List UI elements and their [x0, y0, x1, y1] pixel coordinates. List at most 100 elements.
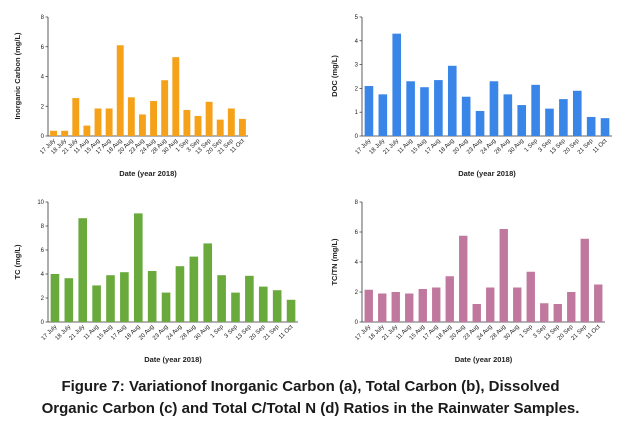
bar-11-aug — [83, 125, 91, 136]
bar-20-sep — [258, 286, 268, 322]
x-tick-label: 21 Sep — [570, 324, 588, 342]
x-axis-title: Date (year 2018) — [144, 355, 202, 364]
x-tick-label: 1 Sep — [519, 324, 535, 340]
y-tick-label: 0 — [41, 320, 45, 326]
y-axis-title: Inorganic Carbon (mg/L) — [13, 32, 22, 120]
figure-caption-line-2: Organic Carbon (c) and Total C/Total N (… — [41, 400, 580, 417]
bar-17-aug — [120, 272, 129, 322]
bar-15-aug — [94, 108, 102, 136]
bar-20-aug — [127, 97, 135, 136]
x-axis-title: Date (year 2018) — [119, 169, 177, 178]
bar-17-july — [364, 86, 374, 136]
y-tick-label: 6 — [41, 45, 45, 51]
y-tick-label: 2 — [355, 290, 359, 296]
bar-15-aug — [106, 275, 115, 322]
y-tick-label: 0 — [41, 134, 45, 140]
bar-30-aug — [513, 287, 522, 322]
bar-18-july — [378, 94, 388, 136]
bar-17-july — [50, 274, 60, 322]
y-tick-label: 6 — [355, 230, 359, 236]
bar-13-sep — [245, 275, 254, 322]
bar-30-aug — [172, 57, 180, 136]
bar-11-oct — [600, 118, 610, 136]
bar-24-aug — [150, 101, 157, 136]
x-tick-label: 21 Sep — [577, 138, 595, 156]
bar-28-aug — [503, 94, 513, 136]
bar-28-aug — [189, 256, 199, 322]
bar-21-july — [72, 98, 80, 136]
x-tick-label: 30 Aug — [503, 324, 520, 341]
y-tick-label: 0 — [355, 320, 359, 326]
bar-15-aug — [418, 289, 427, 322]
bar-11-aug — [406, 81, 415, 136]
bar-15-aug — [420, 87, 429, 136]
y-tick-label: 5 — [355, 15, 359, 21]
y-axis-title: DOC (mg/L) — [330, 55, 339, 97]
x-axis-title: Date (year 2018) — [455, 355, 513, 364]
x-tick-label: 11 Oct — [592, 138, 609, 155]
bar-21-sep — [272, 290, 282, 322]
bar-18-aug — [447, 65, 457, 136]
bar-18-aug — [445, 276, 454, 322]
y-tick-label: 2 — [41, 296, 45, 302]
bar-3-sep — [231, 292, 240, 322]
y-tick-label: 0 — [355, 134, 359, 140]
bar-3-sep — [545, 108, 554, 136]
bar-13-sep — [553, 304, 562, 322]
y-tick-label: 10 — [37, 200, 44, 206]
y-tick-label: 6 — [41, 248, 45, 254]
bar-18-july — [64, 278, 74, 322]
bar-23-aug — [475, 111, 485, 136]
bar-3-sep — [540, 303, 549, 322]
x-tick-label: 21 July — [68, 324, 86, 342]
bar-20-sep — [572, 90, 582, 136]
x-tick-label: 21 July — [382, 138, 400, 156]
bar-30-aug — [517, 105, 527, 136]
y-tick-label: 4 — [355, 39, 359, 45]
bar-1-sep — [531, 84, 540, 136]
bar-23-aug — [139, 114, 146, 136]
bar-23-aug — [472, 304, 481, 322]
bar-24-aug — [175, 266, 185, 322]
bar-17-aug — [434, 80, 443, 136]
x-tick-label: 21 Sep — [263, 324, 281, 342]
bar-11-aug — [405, 293, 414, 322]
bar-13-sep — [205, 101, 213, 136]
y-tick-label: 4 — [41, 272, 45, 278]
x-tick-label: 1 Sep — [210, 324, 226, 340]
bar-24-aug — [489, 81, 499, 136]
bar-21-july — [392, 33, 402, 136]
bar-21-july — [391, 292, 400, 322]
bar-11-oct — [239, 118, 246, 136]
x-tick-label: 11 Oct — [278, 324, 295, 341]
y-axis-title: TC (mg/L) — [13, 244, 22, 279]
bar-23-aug — [161, 292, 171, 322]
bar-20-aug — [459, 235, 468, 322]
bar-11-oct — [594, 284, 603, 322]
bar-24-aug — [486, 287, 495, 322]
bar-20-aug — [461, 96, 471, 136]
y-tick-label: 2 — [41, 104, 45, 110]
bar-17-aug — [432, 287, 441, 322]
bar-1-sep — [217, 275, 226, 322]
y-tick-label: 8 — [355, 200, 359, 206]
bar-18-aug — [133, 213, 143, 322]
bar-21-sep — [586, 116, 596, 136]
y-tick-label: 2 — [355, 86, 359, 92]
bar-1-sep — [183, 109, 191, 136]
y-tick-label: 1 — [355, 110, 359, 116]
bar-20-aug — [147, 271, 157, 322]
bar-28-aug — [161, 80, 169, 136]
x-tick-label: 11 Oct — [585, 324, 602, 341]
y-axis-title: TC/TN (mg/L) — [330, 238, 339, 286]
bar-17-july — [50, 130, 57, 136]
y-tick-label: 8 — [41, 224, 45, 230]
x-tick-label: 30 Aug — [508, 138, 525, 155]
bar-17-july — [364, 289, 373, 322]
x-tick-label: 1 Sep — [524, 138, 540, 154]
y-tick-label: 4 — [355, 260, 359, 266]
